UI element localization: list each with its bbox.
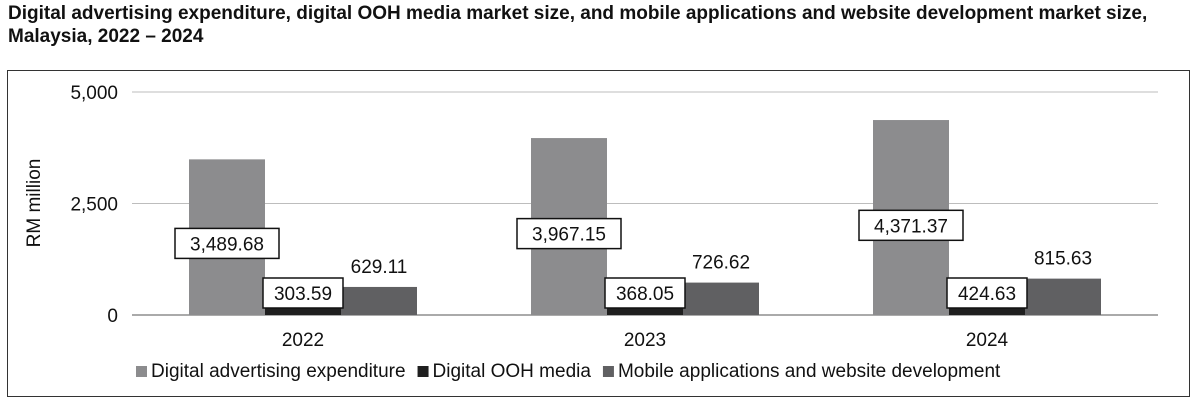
y-tick-label: 0 [107, 306, 118, 327]
data-label: 368.05 [616, 284, 674, 305]
y-axis-label: RM million [24, 159, 45, 248]
bar-mobile-applications-and-website-development [683, 282, 759, 315]
data-label-box [174, 227, 280, 260]
legend-swatch [417, 366, 429, 377]
legend-label: Digital OOH media [433, 361, 592, 382]
data-label-box [946, 277, 1028, 309]
data-label: 629.11 [351, 257, 408, 278]
y-tick-label: 2,500 [70, 195, 118, 216]
data-label-box [262, 277, 344, 309]
legend-swatch [136, 366, 147, 377]
legend-swatch [602, 366, 614, 377]
data-label-box [604, 277, 686, 309]
x-tick-label: 2023 [624, 330, 666, 351]
data-label: 4,371.37 [874, 216, 948, 237]
bar-mobile-applications-and-website-development [341, 286, 417, 315]
data-label: 303.59 [274, 284, 332, 305]
x-tick-label: 2022 [282, 330, 324, 351]
data-label: 3,489.68 [190, 234, 264, 255]
data-label-box [858, 209, 964, 242]
data-label: 726.62 [692, 253, 750, 274]
chart-frame [7, 70, 1190, 397]
legend-label: Digital advertising expenditure [151, 361, 406, 382]
bar-mobile-applications-and-website-development [1025, 278, 1101, 315]
data-label: 3,967.15 [532, 225, 606, 246]
x-tick-label: 2024 [966, 330, 1009, 351]
data-label: 424.63 [958, 284, 1016, 305]
data-label: 815.63 [1034, 249, 1092, 270]
y-tick-label: 5,000 [70, 83, 118, 104]
legend-label: Mobile applications and website developm… [618, 361, 1001, 382]
chart-title: Digital advertising expenditure, digital… [8, 3, 1148, 47]
data-label-box [516, 217, 622, 250]
